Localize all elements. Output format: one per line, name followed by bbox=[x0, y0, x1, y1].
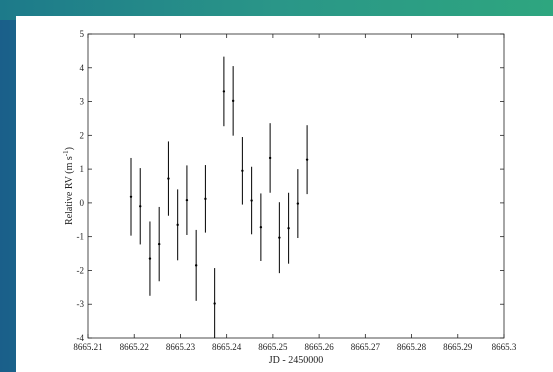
y-tick-label: -2 bbox=[77, 265, 85, 275]
top-band bbox=[0, 0, 553, 20]
data-point bbox=[231, 99, 235, 103]
data-point bbox=[139, 205, 142, 208]
data-point bbox=[185, 198, 189, 202]
y-tick-label: -3 bbox=[77, 299, 85, 309]
x-tick-label: 8665.21 bbox=[73, 342, 102, 352]
plot-area bbox=[87, 33, 505, 339]
y-axis-ticks: -4 -3 -2 -1 0 1 2 3 4 5 bbox=[77, 29, 504, 343]
data-point bbox=[167, 177, 170, 180]
x-axis-label: JD - 2450000 bbox=[269, 355, 323, 366]
data-point bbox=[129, 195, 133, 199]
data-point bbox=[296, 202, 300, 205]
y-axis-label-main: Relative RV (m s bbox=[64, 156, 75, 225]
y-tick-label: -1 bbox=[77, 232, 85, 242]
data-point bbox=[148, 257, 152, 260]
data-point bbox=[305, 158, 309, 161]
data-point bbox=[278, 236, 281, 239]
y-tick-label: 4 bbox=[80, 63, 85, 73]
y-tick-label: 3 bbox=[80, 97, 85, 107]
y-axis-label-close: ) bbox=[64, 147, 75, 150]
chart-panel: 8665.21 8665.22 8665.23 8665.24 8665.25 8665.… bbox=[16, 16, 553, 372]
x-tick-label: 8665.28 bbox=[397, 342, 427, 352]
data-point bbox=[287, 227, 290, 230]
data-point bbox=[204, 197, 207, 201]
data-point bbox=[194, 264, 198, 267]
y-axis-label-sup: -1 bbox=[62, 150, 70, 156]
data-point bbox=[241, 169, 244, 172]
x-tick-label: 8665.26 bbox=[304, 342, 334, 352]
y-tick-label: 2 bbox=[80, 130, 85, 140]
data-point bbox=[157, 242, 161, 246]
x-tick-label: 8665.29 bbox=[443, 342, 473, 352]
data-point bbox=[259, 226, 263, 229]
x-tick-label: 8665.24 bbox=[212, 342, 242, 352]
x-axis-ticks: 8665.21 8665.22 8665.23 8665.24 8665.25 8665.… bbox=[73, 34, 517, 352]
data-point bbox=[268, 156, 272, 160]
y-tick-label: -4 bbox=[77, 333, 85, 343]
data-point bbox=[250, 199, 253, 202]
y-tick-label: 5 bbox=[80, 29, 85, 39]
x-tick-label: 8665.23 bbox=[166, 342, 196, 352]
x-tick-label: 8665.3 bbox=[492, 342, 517, 352]
rv-chart: 8665.21 8665.22 8665.23 8665.24 8665.25 8665.… bbox=[62, 29, 517, 366]
x-tick-label: 8665.25 bbox=[258, 342, 288, 352]
data-point bbox=[176, 223, 179, 227]
data-point bbox=[222, 90, 226, 93]
y-tick-label: 1 bbox=[80, 164, 85, 174]
x-tick-label: 8665.27 bbox=[351, 342, 381, 352]
data-point bbox=[213, 302, 216, 305]
data-points bbox=[129, 56, 309, 338]
y-tick-label: 0 bbox=[80, 198, 85, 208]
x-tick-label: 8665.22 bbox=[120, 342, 149, 352]
y-axis-label: Relative RV (m s-1) bbox=[62, 147, 75, 225]
